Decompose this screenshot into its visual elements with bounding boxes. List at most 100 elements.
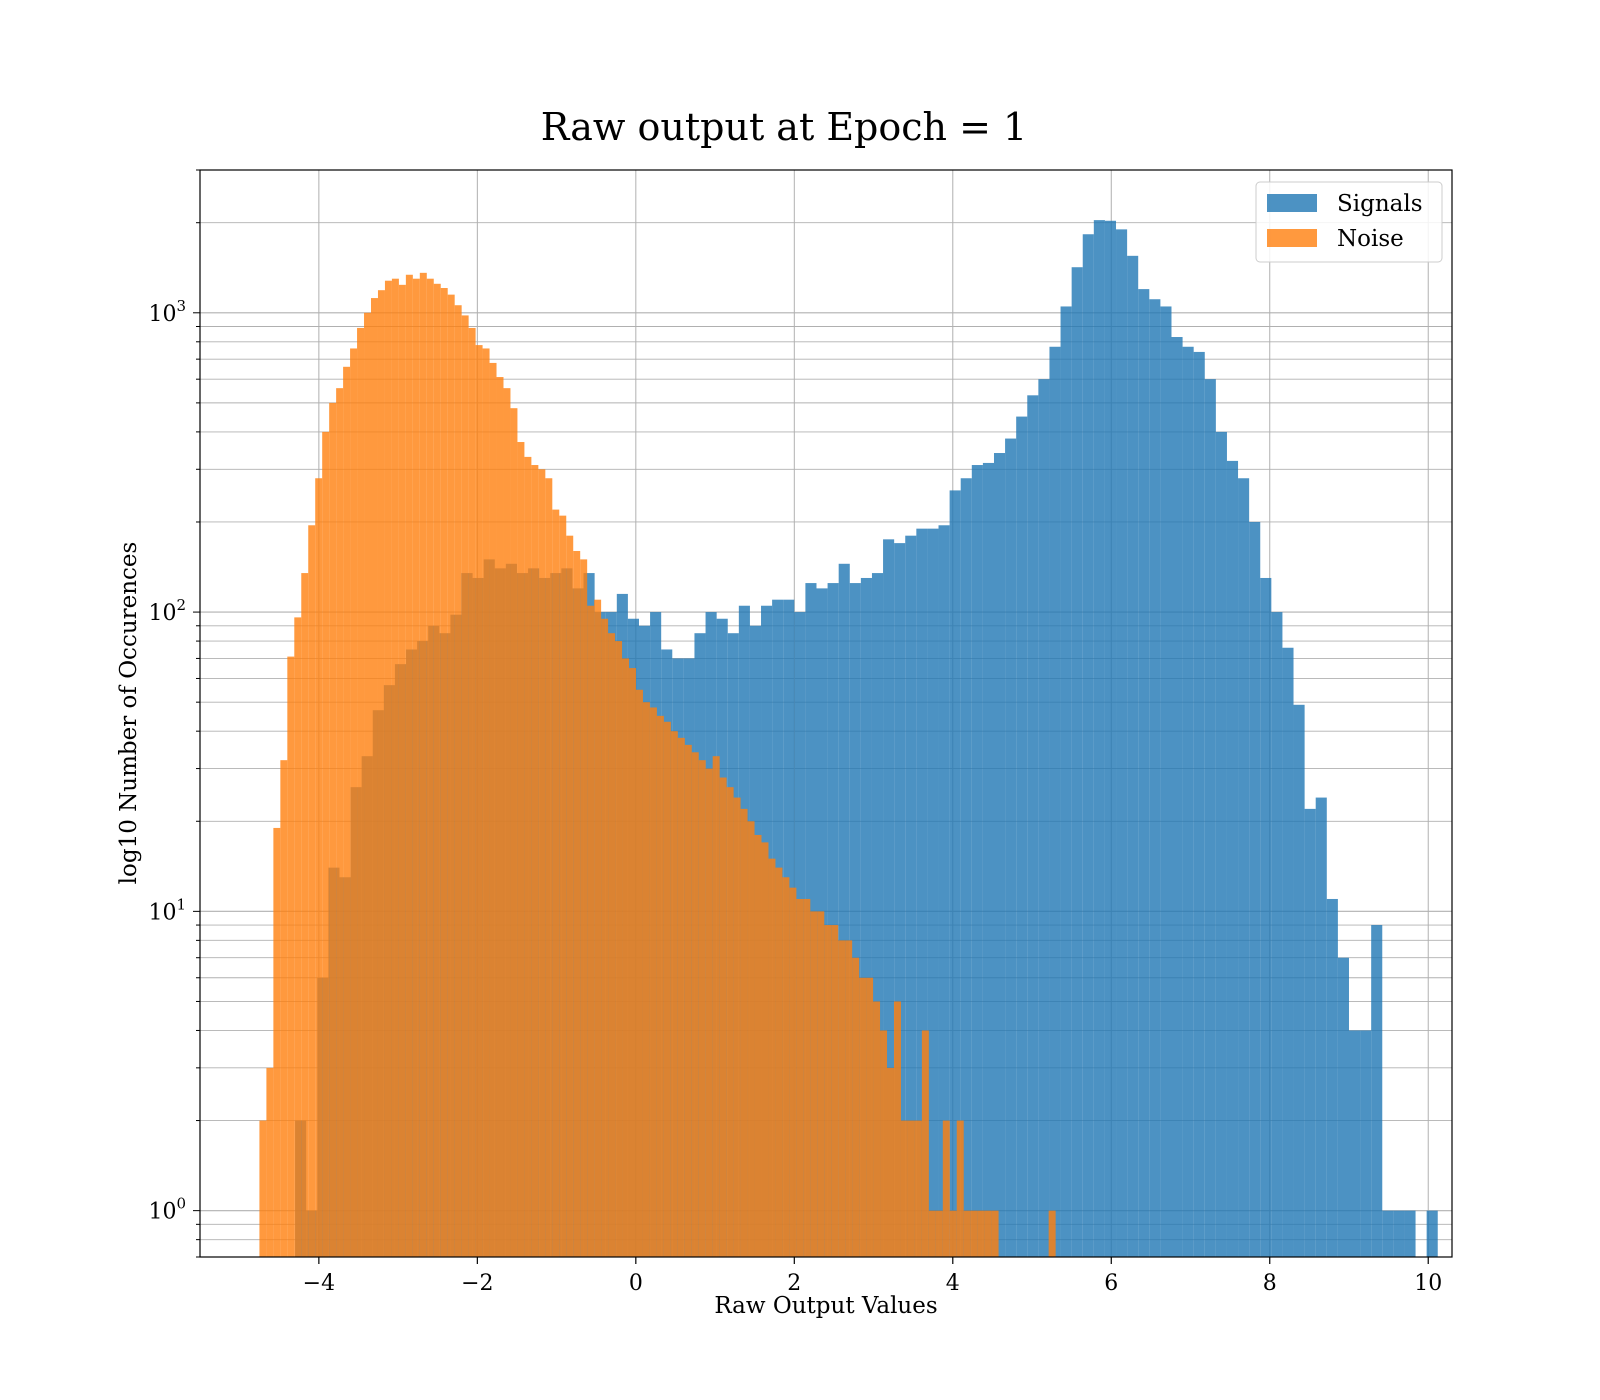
histogram-bar-noise — [670, 731, 678, 1257]
histogram-bar-noise — [377, 290, 385, 1257]
histogram-bar-noise — [398, 284, 406, 1257]
histogram-bar-noise — [531, 465, 539, 1257]
histogram-bar-signals — [982, 462, 994, 1257]
histogram-bar-signals — [1160, 306, 1172, 1257]
histogram-bar-noise — [956, 1120, 964, 1257]
histogram-bar-noise — [873, 1001, 881, 1257]
histogram-bar-noise — [712, 756, 720, 1257]
histogram-bar-noise — [608, 633, 616, 1257]
histogram-bar-signals — [1249, 521, 1261, 1257]
histogram-bar-signals — [1204, 379, 1216, 1257]
histogram-bar-noise — [942, 1120, 950, 1257]
x-tick-label: −2 — [461, 1271, 493, 1296]
histogram-bar-noise — [817, 911, 825, 1257]
y-axis: 100 101 102 103 — [148, 169, 200, 1258]
histogram-bar-signals — [1093, 220, 1105, 1258]
histogram-bar-signals — [838, 563, 850, 1257]
x-axis: −4 −2 0 2 4 6 8 10 — [303, 1257, 1442, 1296]
histogram-bar-noise — [622, 658, 630, 1257]
histogram-bar-noise — [970, 1210, 978, 1257]
histogram-bar-noise — [698, 760, 706, 1257]
histogram-bar-signals — [894, 543, 906, 1257]
histogram-bar-signals — [1193, 351, 1205, 1257]
histogram-bar-noise — [831, 925, 839, 1257]
histogram-bar-noise — [594, 599, 602, 1257]
histogram-bar-signals — [1171, 337, 1183, 1257]
histogram-bar-signals — [1060, 306, 1072, 1257]
series-noise-bars — [259, 272, 1056, 1258]
histogram-bar-noise — [887, 1067, 894, 1257]
x-tick-label: 10 — [1414, 1271, 1442, 1296]
histogram-bar-noise — [391, 278, 399, 1257]
histogram-bar-signals — [1226, 460, 1239, 1257]
histogram-bar-noise — [510, 408, 518, 1257]
histogram-bar-noise — [984, 1210, 992, 1257]
histogram-bar-noise — [761, 842, 769, 1257]
histogram-bar-noise — [601, 618, 609, 1257]
histogram-bar-noise — [733, 797, 741, 1257]
histogram-bar-noise — [489, 362, 497, 1257]
x-tick-label: 2 — [787, 1271, 801, 1296]
legend-swatch-signals — [1267, 194, 1317, 212]
histogram-bar-signals — [1293, 704, 1305, 1257]
histogram-bar-noise — [482, 348, 490, 1257]
histogram-bar-noise — [259, 1120, 267, 1257]
histogram-bar-signals — [1104, 220, 1117, 1257]
histogram-bar-noise — [343, 366, 351, 1257]
histogram-bar-noise — [803, 898, 811, 1257]
histogram-bar-noise — [684, 744, 692, 1257]
histogram-bar-noise — [336, 388, 344, 1258]
histogram-bar-signals — [1215, 431, 1227, 1258]
histogram-bar-noise — [433, 283, 441, 1257]
histogram-bar-signals — [860, 577, 872, 1257]
legend: Signals Noise — [1255, 181, 1443, 263]
histogram-bar-signals — [849, 583, 861, 1257]
legend-label-noise: Noise — [1337, 226, 1404, 252]
histogram-bar-noise — [461, 315, 469, 1257]
histogram-bar-signals — [1260, 577, 1272, 1257]
histogram-bar-signals — [1393, 1210, 1405, 1257]
histogram-bar-noise — [615, 641, 623, 1257]
histogram-bar-signals — [1182, 346, 1194, 1257]
histogram-bar-signals — [1315, 797, 1327, 1257]
histogram-bar-noise — [524, 456, 532, 1257]
y-tick-label: 101 — [148, 895, 186, 925]
histogram-bar-noise — [963, 1210, 971, 1257]
histogram-bar-noise — [928, 1210, 936, 1257]
histogram-bar-noise — [893, 1001, 901, 1257]
legend-label-signals: Signals — [1337, 191, 1423, 217]
histogram-bar-signals — [1326, 898, 1338, 1257]
histogram-bar-signals — [1016, 416, 1028, 1257]
histogram-bar-signals — [949, 490, 961, 1257]
histogram-bar-noise — [287, 656, 295, 1257]
x-tick-label: 0 — [629, 1271, 643, 1296]
x-tick-label: 6 — [1104, 1271, 1118, 1296]
histogram-bar-noise — [810, 911, 818, 1257]
histogram-bar-noise — [440, 288, 448, 1258]
histogram-bar-noise — [629, 668, 636, 1257]
histogram-bar-noise — [559, 515, 567, 1257]
plot-frame — [199, 169, 1453, 1258]
histogram-bar-noise — [1048, 1210, 1056, 1257]
histogram-bar-noise — [496, 377, 504, 1257]
histogram-bar-noise — [880, 1030, 888, 1257]
histogram-bar-noise — [294, 617, 302, 1257]
histogram-bar-noise — [545, 478, 553, 1257]
histogram-bar-noise — [573, 550, 581, 1257]
histogram-bar-noise — [907, 1120, 915, 1257]
histogram-bar-noise — [740, 808, 748, 1257]
histogram-bar-signals — [1282, 647, 1294, 1257]
histogram-bar-signals — [1371, 925, 1383, 1257]
histogram-bar-signals — [1049, 346, 1061, 1257]
histogram-bar-noise — [280, 760, 288, 1257]
histogram-bar-signals — [1348, 1030, 1361, 1257]
histogram-bar-noise — [977, 1210, 985, 1257]
histogram-bar-noise — [991, 1210, 999, 1257]
histogram-bar-signals — [993, 453, 1006, 1258]
histogram-bar-signals — [1404, 1210, 1416, 1257]
histogram-bar-noise — [266, 1067, 274, 1257]
histogram-bar-noise — [775, 867, 783, 1257]
histogram-bar-noise — [552, 509, 560, 1258]
histogram-bar-noise — [419, 272, 427, 1257]
